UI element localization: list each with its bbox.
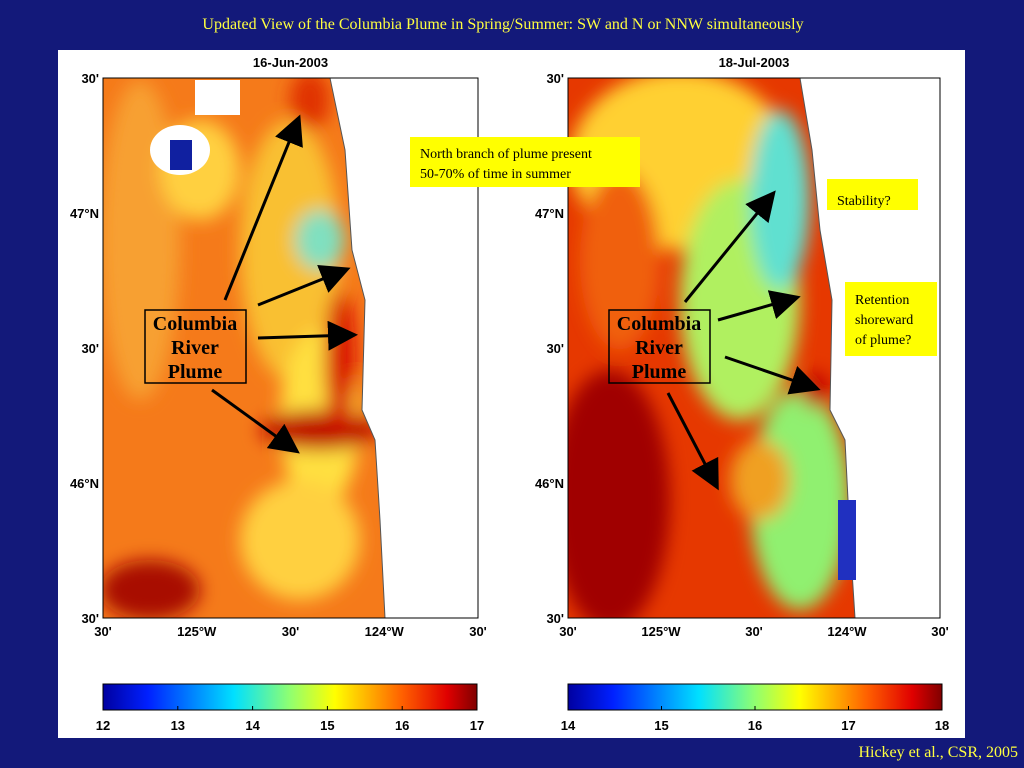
y-tick-label: 47°N xyxy=(70,206,99,221)
arrow xyxy=(223,114,303,301)
colorbar-tick-label: 18 xyxy=(935,718,949,733)
plume-label: Columbia xyxy=(617,313,701,335)
colorbar-tick-label: 16 xyxy=(395,718,409,733)
citation: Hickey et al., CSR, 2005 xyxy=(858,744,1018,761)
arrow xyxy=(211,388,300,454)
x-tick-label: 124°W xyxy=(365,624,405,639)
plume-label-box xyxy=(144,309,247,384)
y-tick-label: 46°N xyxy=(70,476,99,491)
annotation-box xyxy=(845,282,937,356)
annotation-text: of plume? xyxy=(855,333,911,348)
colorbar xyxy=(102,683,478,711)
map-frame xyxy=(102,77,479,619)
colorbar-tick-label: 15 xyxy=(654,718,668,733)
y-tick-label: 30' xyxy=(546,341,564,356)
x-tick-label: 124°W xyxy=(827,624,867,639)
colorbar-tick-label: 14 xyxy=(245,718,260,733)
y-tick-label: 46°N xyxy=(535,476,564,491)
x-tick-label: 30' xyxy=(469,624,487,639)
colorbar-tick-label: 17 xyxy=(841,718,855,733)
arrow xyxy=(683,190,776,303)
plume-label: Plume xyxy=(168,361,223,383)
annotation-box xyxy=(827,179,918,210)
annotation-text: North branch of plume present xyxy=(420,147,592,162)
plume-label-box xyxy=(608,309,711,384)
colorbar-tick-label: 13 xyxy=(171,718,185,733)
arrow xyxy=(717,290,801,322)
annotation-text: Retention xyxy=(855,293,909,308)
y-tick-label: 30' xyxy=(546,71,564,86)
x-tick-label: 30' xyxy=(94,624,112,639)
colorbar-tick-label: 12 xyxy=(96,718,110,733)
y-tick-label: 30' xyxy=(81,341,99,356)
annotation-text: Stability? xyxy=(837,194,891,209)
colorbar-tick-label: 15 xyxy=(320,718,334,733)
y-tick-label: 30' xyxy=(81,71,99,86)
plume-label: River xyxy=(171,337,219,359)
y-tick-label: 30' xyxy=(546,611,564,626)
plume-label: Columbia xyxy=(153,313,237,335)
colorbar-tick-label: 14 xyxy=(561,718,576,733)
map-title: 18-Jul-2003 xyxy=(719,55,790,70)
map-title: 16-Jun-2003 xyxy=(253,55,328,70)
arrow xyxy=(666,392,719,491)
map-frame xyxy=(567,77,941,619)
x-tick-label: 125°W xyxy=(641,624,681,639)
x-tick-label: 30' xyxy=(282,624,300,639)
arrow xyxy=(257,320,358,351)
x-tick-label: 30' xyxy=(745,624,763,639)
annotation-box xyxy=(410,137,640,187)
y-tick-label: 30' xyxy=(81,611,99,626)
annotation-text: 50-70% of time in summer xyxy=(420,167,571,182)
x-tick-label: 125°W xyxy=(177,624,217,639)
arrow xyxy=(257,265,351,307)
colorbar-tick-label: 16 xyxy=(748,718,762,733)
slide-title: Updated View of the Columbia Plume in Sp… xyxy=(202,16,803,33)
x-tick-label: 30' xyxy=(559,624,577,639)
colorbar-tick-label: 17 xyxy=(470,718,484,733)
plume-label: River xyxy=(635,337,683,359)
x-tick-label: 30' xyxy=(931,624,949,639)
annotation-text: shoreward xyxy=(855,313,913,328)
plume-label: Plume xyxy=(632,361,687,383)
arrow xyxy=(724,355,821,395)
y-tick-label: 47°N xyxy=(535,206,564,221)
